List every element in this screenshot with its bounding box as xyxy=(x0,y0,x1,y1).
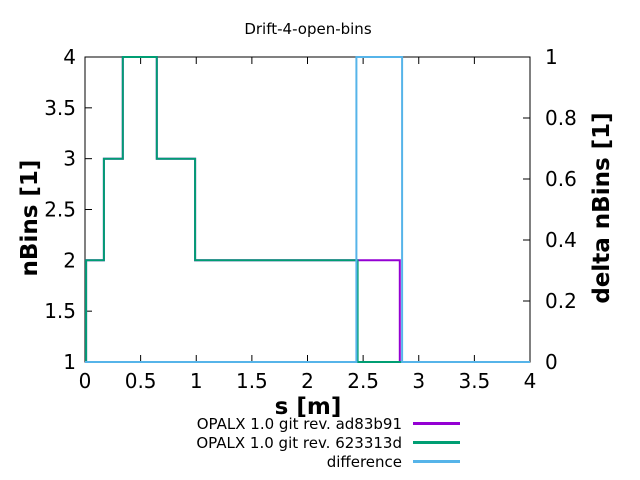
legend-line-sample xyxy=(413,422,460,425)
series-line-opalx-623313d xyxy=(85,56,530,363)
series-line-difference xyxy=(85,56,530,363)
y2-tick-label: 1 xyxy=(545,45,558,69)
y2-tick-label: 0.4 xyxy=(545,228,577,252)
legend-line-sample xyxy=(413,441,460,444)
y-tick-label: 3.5 xyxy=(44,96,76,120)
legend-label: OPALX 1.0 git rev. 623313d xyxy=(196,433,402,452)
y-tick-label: 4 xyxy=(63,45,76,69)
y-tick-label: 2.5 xyxy=(44,198,76,222)
y-tick-label: 2 xyxy=(63,248,76,272)
y2-tick-label: 0.2 xyxy=(545,289,577,313)
x-tick-label: 1.5 xyxy=(236,369,268,393)
plot-border xyxy=(84,56,531,363)
y2-tick-label: 0 xyxy=(545,350,558,374)
legend-label: OPALX 1.0 git rev. ad83b91 xyxy=(196,414,402,433)
x-tick-label: 2.5 xyxy=(347,369,379,393)
x-tick-label: 0 xyxy=(79,369,92,393)
y2-tick-label: 0.8 xyxy=(545,106,577,130)
legend: OPALX 1.0 git rev. ad83b91 OPALX 1.0 git… xyxy=(0,414,460,471)
legend-item: OPALX 1.0 git rev. 623313d xyxy=(0,433,460,452)
chart-title: Drift-4-open-bins xyxy=(244,20,372,38)
x-tick-label: 3 xyxy=(412,369,425,393)
x-tick-label: 4 xyxy=(524,369,537,393)
y2-tick-label: 0.6 xyxy=(545,167,577,191)
x-tick-label: 3.5 xyxy=(458,369,490,393)
legend-item: difference xyxy=(0,452,460,471)
y-tick-label: 1.5 xyxy=(44,299,76,323)
x-tick-label: 0.5 xyxy=(125,369,157,393)
x-axis-label: s [m] xyxy=(274,394,342,420)
series-line-opalx-ad83b91 xyxy=(85,56,530,363)
legend-label: difference xyxy=(326,452,402,471)
x-tick-label: 1 xyxy=(190,369,203,393)
y-tick-label: 1 xyxy=(63,350,76,374)
y-tick-label: 3 xyxy=(63,147,76,171)
legend-item: OPALX 1.0 git rev. ad83b91 xyxy=(0,414,460,433)
legend-line-sample xyxy=(413,460,460,463)
x-tick-label: 2 xyxy=(301,369,314,393)
